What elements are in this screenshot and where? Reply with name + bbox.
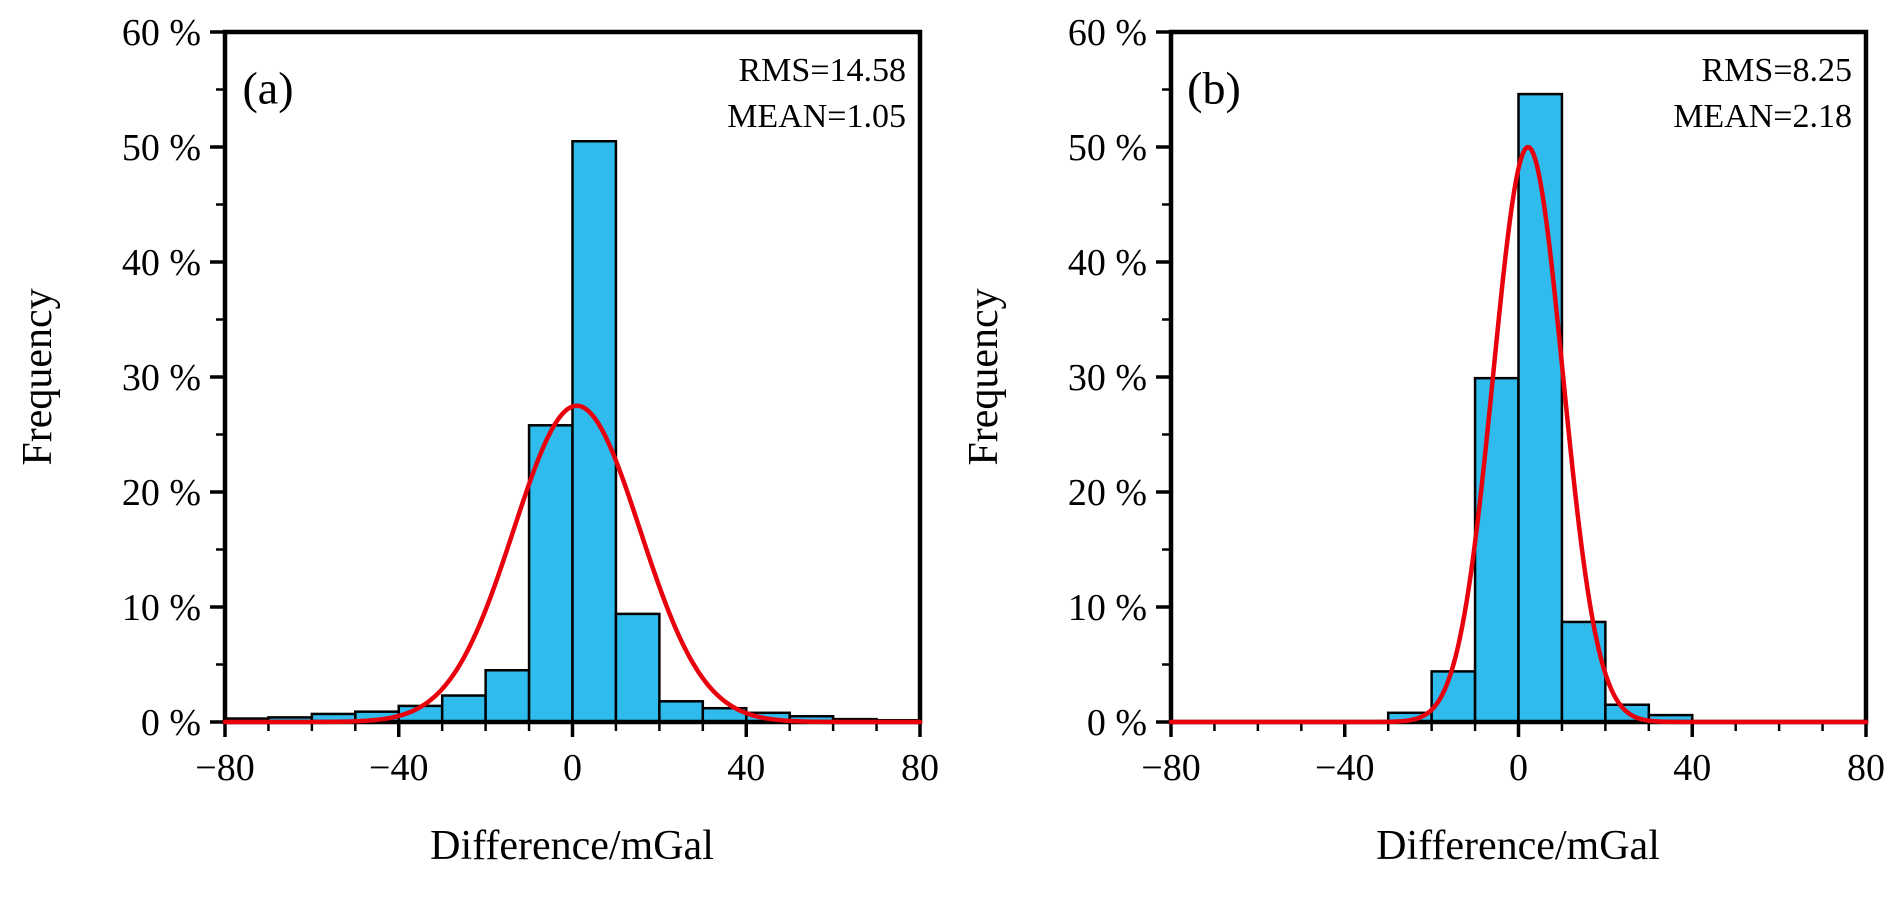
axis-frame bbox=[1168, 29, 1869, 725]
y-tick-label: 40 % bbox=[1068, 242, 1147, 284]
y-tick-label: 0 % bbox=[141, 702, 201, 744]
x-tick-label: −80 bbox=[195, 747, 254, 789]
x-tick-label: −80 bbox=[1141, 747, 1200, 789]
histogram-bar bbox=[1560, 620, 1607, 724]
y-tick-label: 30 % bbox=[1068, 357, 1147, 399]
histogram-bar bbox=[658, 700, 705, 724]
panel-a: −80 −40 0 40 80 0 % 10 % 20 % 30 % 40 % 50 % 60 % F… bbox=[15, 12, 939, 869]
histogram-chart-b: −80 −40 0 40 80 0 % 10 % 20 % 30 % 40 % 50 % 60 % bbox=[1068, 12, 1885, 789]
x-tick-label: 0 bbox=[563, 747, 582, 789]
histogram-bar bbox=[1517, 92, 1564, 724]
histogram-bar bbox=[571, 140, 618, 724]
tick-labels: −80 −40 0 40 80 0 % 10 % 20 % 30 % 40 % 50 % 60 % bbox=[1068, 12, 1885, 789]
x-tick-label: 0 bbox=[1509, 747, 1528, 789]
histogram-bar bbox=[440, 694, 487, 724]
y-tick-label: 50 % bbox=[1068, 127, 1147, 169]
x-tick-label: −40 bbox=[1315, 747, 1374, 789]
tick-labels: −80 −40 0 40 80 0 % 10 % 20 % 30 % 40 % 50 % 60 % bbox=[122, 12, 939, 789]
histogram-bar bbox=[614, 612, 661, 724]
histogram-chart-a: −80 −40 0 40 80 0 % 10 % 20 % 30 % 40 % 50 % 60 % bbox=[122, 12, 939, 789]
histogram-bar bbox=[1473, 376, 1520, 724]
y-tick-label: 60 % bbox=[122, 12, 201, 54]
y-tick-label: 30 % bbox=[122, 357, 201, 399]
histogram-bar bbox=[484, 669, 531, 724]
x-tick-label: 80 bbox=[901, 747, 939, 789]
x-tick-label: 80 bbox=[1847, 747, 1885, 789]
x-tick-label: 40 bbox=[1673, 747, 1711, 789]
axis-frame bbox=[222, 29, 923, 725]
y-tick-label: 10 % bbox=[1068, 587, 1147, 629]
x-tick-label: −40 bbox=[369, 747, 428, 789]
y-tick-label: 60 % bbox=[1068, 12, 1147, 54]
y-tick-label: 50 % bbox=[122, 127, 201, 169]
gaussian-fit-curve bbox=[222, 403, 923, 725]
histogram-bar bbox=[1430, 670, 1477, 724]
y-tick-label: 20 % bbox=[122, 472, 201, 514]
histogram-bars bbox=[223, 140, 922, 724]
panel-b: −80 −40 0 40 80 0 % 10 % 20 % 30 % 40 % 50 % 60 % F… bbox=[946, 0, 1892, 899]
y-tick-label: 10 % bbox=[122, 587, 201, 629]
y-tick-label: 20 % bbox=[1068, 472, 1147, 514]
x-tick-label: 40 bbox=[727, 747, 765, 789]
gaussian-fit-curve bbox=[1168, 144, 1869, 725]
y-tick-label: 40 % bbox=[122, 242, 201, 284]
y-tick-label: 0 % bbox=[1087, 702, 1147, 744]
